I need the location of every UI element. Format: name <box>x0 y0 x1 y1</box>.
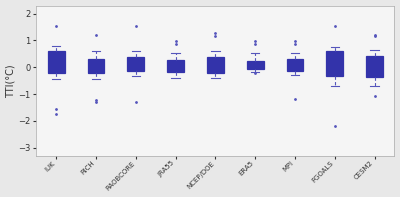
PathPatch shape <box>366 56 383 77</box>
PathPatch shape <box>247 61 264 70</box>
PathPatch shape <box>167 60 184 72</box>
PathPatch shape <box>207 57 224 73</box>
PathPatch shape <box>48 51 64 73</box>
PathPatch shape <box>326 51 343 76</box>
Y-axis label: TTI(°C): TTI(°C) <box>6 64 16 98</box>
PathPatch shape <box>128 57 144 71</box>
PathPatch shape <box>88 59 104 73</box>
PathPatch shape <box>286 59 303 71</box>
